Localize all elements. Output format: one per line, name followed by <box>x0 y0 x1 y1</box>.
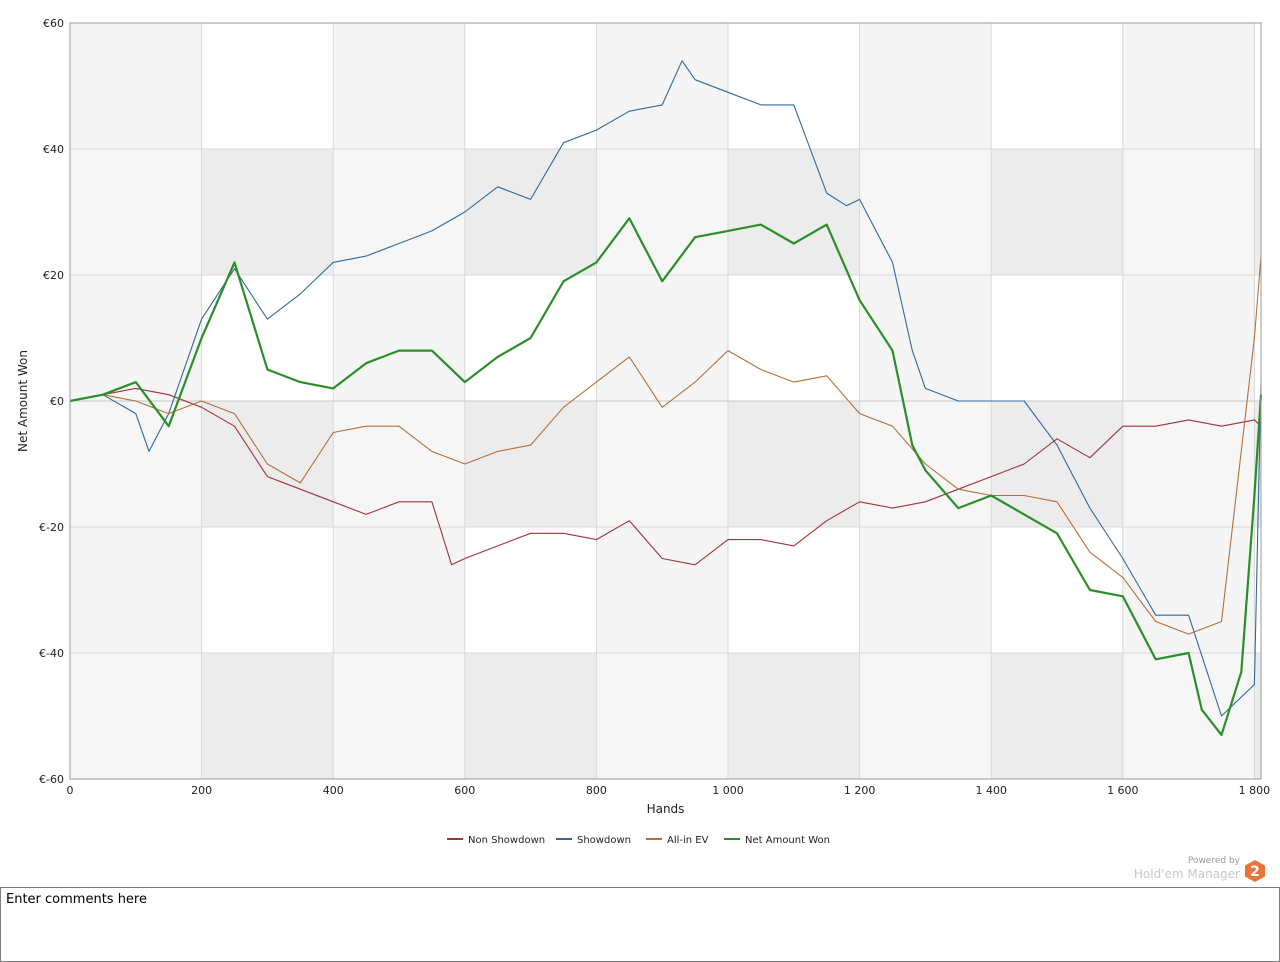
product-name: Hold'em Manager <box>1133 867 1240 881</box>
plot-band-38 <box>1122 401 1255 527</box>
comments-placeholder[interactable]: Enter comments here <box>6 892 147 907</box>
plot-band-6 <box>859 23 992 149</box>
series-line-0 <box>69 387 1262 566</box>
y-tick-label: €60 <box>43 17 64 30</box>
y-tick-label: €40 <box>43 143 64 156</box>
legend-label-0: Non Showdown <box>468 835 545 846</box>
plot-band-7 <box>991 23 1123 149</box>
plot-band-16 <box>859 149 992 275</box>
plot-band-52 <box>333 653 465 779</box>
plot-band-9 <box>1254 23 1261 149</box>
plot-band-40 <box>70 527 202 653</box>
plot-band-48 <box>1122 527 1255 653</box>
plot-band-58 <box>1122 653 1255 779</box>
plot-band-8 <box>1122 23 1255 149</box>
legend: Non Showdown Showdown All-in EV Net Amount … <box>447 835 830 846</box>
plot-band-44 <box>596 527 729 653</box>
series-line-2 <box>69 256 1262 635</box>
plot-band-46 <box>859 527 992 653</box>
series-line-1 <box>69 60 1262 717</box>
plot-band-47 <box>991 527 1123 653</box>
plot-band-53 <box>464 653 597 779</box>
plot-band-29 <box>1254 275 1261 401</box>
plot-band-10 <box>70 149 202 275</box>
plot-band-27 <box>991 275 1123 401</box>
plot-band-56 <box>859 653 992 779</box>
plot-band-11 <box>201 149 334 275</box>
x-tick-label: 1 200 <box>844 784 876 797</box>
x-tick-label: 200 <box>191 784 212 797</box>
plot-band-18 <box>1122 149 1255 275</box>
plot-band-3 <box>464 23 597 149</box>
plot-band-34 <box>596 401 729 527</box>
x-tick-label: 1 600 <box>1107 784 1139 797</box>
plot-band-2 <box>333 23 465 149</box>
x-tick-label: 1 800 <box>1239 784 1271 797</box>
plot-band-4 <box>596 23 729 149</box>
plot-band-42 <box>333 527 465 653</box>
y-axis-ticks: €60 €40 €20 €0 €-20 €-40 €-60 <box>39 17 64 786</box>
plot-band-15 <box>728 149 860 275</box>
hexagon-badge <box>1245 860 1265 882</box>
plot-band-49 <box>1254 527 1261 653</box>
plot-band-57 <box>991 653 1123 779</box>
y-axis-title: Net Amount Won <box>16 350 30 452</box>
plot-band-37 <box>991 401 1123 527</box>
x-tick-label: 800 <box>586 784 607 797</box>
y-tick-label: €-20 <box>39 521 64 534</box>
plot-band-21 <box>201 275 334 401</box>
powered-by-label: Powered by <box>1187 856 1240 866</box>
plot-band-26 <box>859 275 992 401</box>
plot-band-32 <box>333 401 465 527</box>
badge-number: 2 <box>1250 864 1260 880</box>
x-axis-title: Hands <box>647 802 685 816</box>
plot-band-33 <box>464 401 597 527</box>
comments-box[interactable]: Enter comments here <box>0 887 1280 962</box>
y-tick-label: €0 <box>50 395 64 408</box>
plot-band-22 <box>333 275 465 401</box>
plot-band-28 <box>1122 275 1255 401</box>
plot-band-12 <box>333 149 465 275</box>
plot-band-14 <box>596 149 729 275</box>
series-lines <box>69 60 1263 737</box>
y-tick-label: €-60 <box>39 773 64 786</box>
plot-band-19 <box>1254 149 1261 275</box>
x-tick-label: 1 000 <box>712 784 744 797</box>
plot-band-50 <box>70 653 202 779</box>
plot-band-45 <box>728 527 860 653</box>
plot-band-35 <box>728 401 860 527</box>
x-tick-label: 1 400 <box>975 784 1007 797</box>
plot-band-1 <box>201 23 334 149</box>
series-line-3 <box>69 217 1263 737</box>
plot-band-0 <box>70 23 202 149</box>
plot-background <box>70 23 1261 779</box>
plot-band-25 <box>728 275 860 401</box>
legend-label-2: All-in EV <box>667 835 709 846</box>
plot-band-30 <box>70 401 202 527</box>
legend-label-1: Showdown <box>577 835 631 846</box>
y-tick-label: €-40 <box>39 647 64 660</box>
plot-frame <box>69 22 1262 780</box>
y-tick-label: €20 <box>43 269 64 282</box>
plot-band-13 <box>464 149 597 275</box>
plot-band-51 <box>201 653 334 779</box>
chart: 0 200 400 600 800 1 000 1 200 1 400 1 600 1 800 €… <box>16 17 1271 846</box>
x-axis-ticks: 0 200 400 600 800 1 000 1 200 1 400 1 600 1 800 <box>67 784 1271 797</box>
plot-band-55 <box>728 653 860 779</box>
plot-band-17 <box>991 149 1123 275</box>
plot-band-39 <box>1254 401 1261 527</box>
x-tick-label: 0 <box>67 784 74 797</box>
plot-band-5 <box>728 23 860 149</box>
hem2-logo-icon: 2 <box>1245 860 1265 882</box>
x-tick-label: 600 <box>454 784 475 797</box>
legend-label-3: Net Amount Won <box>745 835 830 846</box>
x-tick-label: 400 <box>323 784 344 797</box>
plot-band-43 <box>464 527 597 653</box>
plot-band-24 <box>596 275 729 401</box>
plot-band-54 <box>596 653 729 779</box>
plot-band-20 <box>70 275 202 401</box>
plot-band-41 <box>201 527 334 653</box>
plot-band-59 <box>1254 653 1261 779</box>
